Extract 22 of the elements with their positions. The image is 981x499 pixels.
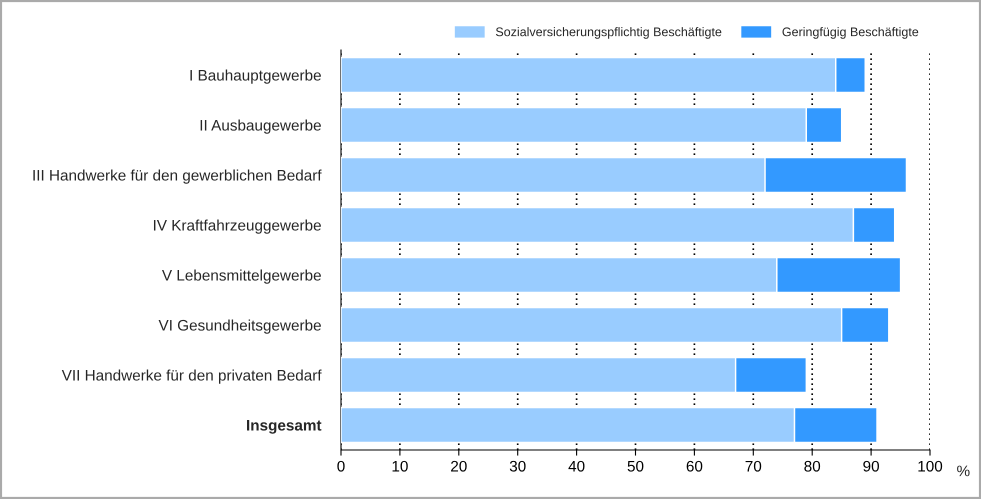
y-tick-label: Insgesamt bbox=[247, 420, 322, 434]
y-tick-label: VII Handwerke für den privaten Bedarf bbox=[62, 369, 322, 384]
x-tick-label: 30 bbox=[510, 460, 526, 472]
x-tick-label: 80 bbox=[804, 460, 820, 472]
x-axis-title: % bbox=[957, 466, 970, 476]
x-tick-label: 90 bbox=[863, 460, 879, 472]
x-tick-label: 100 bbox=[918, 460, 942, 472]
x-tick-label: 40 bbox=[568, 460, 584, 472]
y-tick-label: V Lebensmittelgewerbe bbox=[162, 269, 321, 284]
x-tick-label: 10 bbox=[392, 460, 408, 472]
y-tick-label: II Ausbaugewerbe bbox=[200, 119, 321, 134]
y-tick-label: IV Kraftfahrzeuggewerbe bbox=[154, 219, 321, 234]
y-tick-label: VI Gesundheitsgewerbe bbox=[158, 319, 321, 334]
y-tick-label: I Bauhauptgewerbe bbox=[190, 69, 321, 84]
legend-label: Geringfügig Beschäftigte bbox=[782, 27, 918, 39]
legend-label: Sozialversicherungspflichtig Beschäftigte bbox=[496, 27, 722, 39]
x-tick-label: 70 bbox=[746, 460, 762, 472]
x-tick-label: 60 bbox=[686, 460, 702, 472]
y-tick-label: III Handwerke für den gewerblichen Bedarf bbox=[33, 169, 322, 184]
x-tick-label: 0 bbox=[337, 460, 345, 472]
x-tick-label: 20 bbox=[451, 460, 467, 472]
x-tick-label: 50 bbox=[628, 460, 644, 472]
